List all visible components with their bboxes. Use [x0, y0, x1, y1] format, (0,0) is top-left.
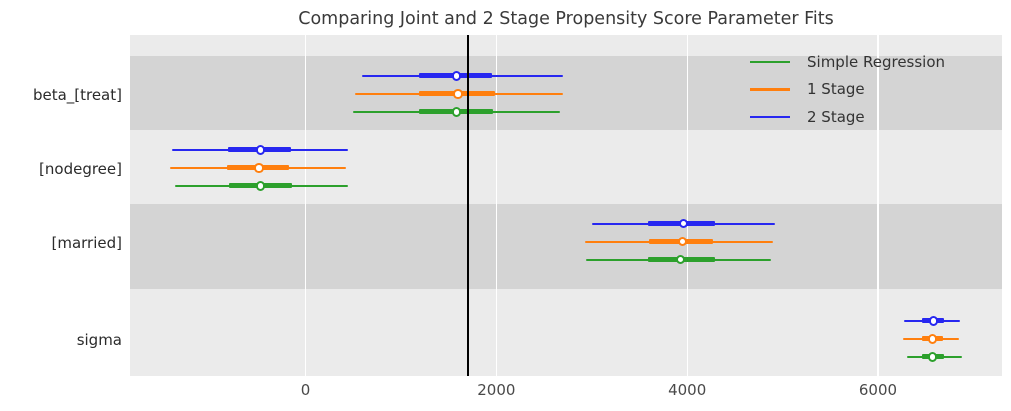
band-dark: [130, 204, 1002, 289]
x-tick-label: 4000: [668, 381, 707, 399]
median-marker: [927, 334, 938, 344]
median-marker: [678, 218, 689, 229]
chart-title: Comparing Joint and 2 Stage Propensity S…: [298, 9, 834, 29]
legend: Simple Regression 1 Stage 2 Stage: [750, 48, 945, 131]
legend-item: 1 Stage: [750, 76, 945, 104]
median-marker: [255, 145, 266, 155]
y-axis-label: [married]: [51, 233, 123, 252]
legend-line: [750, 60, 790, 63]
reference-vline: [466, 35, 469, 376]
y-axis-label: beta_[treat]: [32, 85, 122, 104]
plot-area: [130, 35, 1002, 376]
x-gridline: [686, 35, 688, 376]
band-dark: [130, 56, 1002, 131]
median-marker: [675, 254, 686, 265]
median-marker: [928, 316, 939, 326]
y-axis-label: [nodegree]: [39, 159, 122, 178]
median-marker: [453, 89, 463, 99]
median-marker: [254, 163, 264, 173]
median-marker: [451, 71, 462, 81]
legend-item: 2 Stage: [750, 103, 945, 131]
legend-label: 2 Stage: [807, 107, 865, 126]
legend-label: Simple Regression: [807, 52, 946, 71]
band-light: [130, 288, 1002, 376]
median-marker: [451, 107, 462, 117]
x-gridline: [304, 35, 307, 376]
x-tick-label: 2000: [477, 381, 516, 399]
legend-line: [750, 88, 790, 91]
x-gridline: [495, 35, 497, 376]
x-tick-label: 6000: [858, 381, 898, 399]
x-gridline: [877, 35, 879, 376]
median-marker: [927, 352, 938, 362]
legend-line: [750, 115, 790, 119]
median-marker: [255, 181, 266, 191]
legend-item: Simple Regression: [750, 48, 945, 76]
y-axis-label: sigma: [76, 330, 122, 349]
legend-label: 1 Stage: [807, 80, 865, 99]
median-marker: [677, 236, 688, 247]
x-tick-label: 0: [300, 381, 311, 399]
band-light: [130, 35, 1002, 57]
